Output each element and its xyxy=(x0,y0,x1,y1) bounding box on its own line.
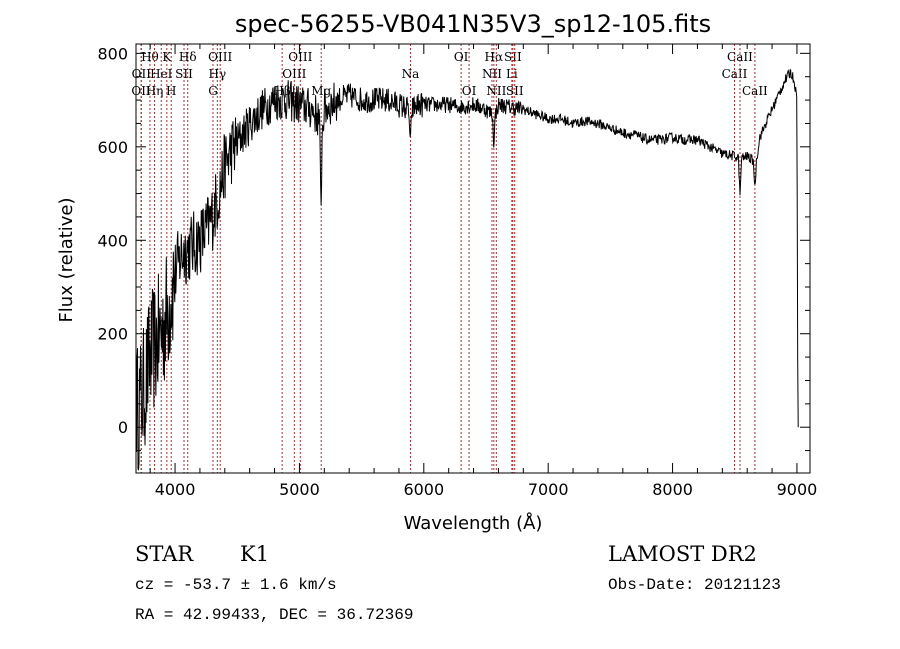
line-label: Li xyxy=(506,67,518,81)
y-tick-label: 800 xyxy=(97,44,128,63)
line-label: NII xyxy=(486,84,506,98)
y-tick-label: 0 xyxy=(118,418,128,437)
plot-frame xyxy=(135,43,811,474)
y-tick-label: 600 xyxy=(97,138,128,157)
spectrum-line xyxy=(136,68,799,471)
line-label: Hδ xyxy=(179,50,197,64)
line-label: Na xyxy=(402,67,420,81)
line-label: SII xyxy=(504,50,522,64)
line-label: G xyxy=(208,84,218,98)
y-tick-label: 400 xyxy=(97,231,128,250)
line-label: CaII xyxy=(742,84,768,98)
x-tick-label: 6000 xyxy=(403,480,444,499)
line-label: K xyxy=(162,50,172,64)
x-tick-label: 7000 xyxy=(528,480,569,499)
ra-dec-text: RA = 42.99433, DEC = 36.72369 xyxy=(135,606,413,624)
x-axis-label: Wavelength (Å) xyxy=(404,512,543,534)
line-label: OI xyxy=(454,50,469,64)
x-tick-label: 4000 xyxy=(155,480,196,499)
line-label: OIII xyxy=(208,50,232,64)
line-markers: OIIOIIHθHηHeIKHSIIHδGHγOIIIHβOIIIOIIIMgN… xyxy=(131,44,768,473)
object-subclass: K1 xyxy=(240,542,269,566)
line-label: OI xyxy=(462,84,477,98)
line-label: Hγ xyxy=(209,67,227,81)
line-label: Hα xyxy=(485,50,504,64)
line-label: Hθ xyxy=(141,50,159,64)
line-label: HeI xyxy=(150,67,173,81)
line-label: H xyxy=(166,84,176,98)
object-class: STAR xyxy=(135,542,194,566)
y-tick-label: 200 xyxy=(97,325,128,344)
line-label: CaII xyxy=(727,50,753,64)
y-axis-label: Flux (relative) xyxy=(56,197,77,322)
obs-date-text: Obs-Date: 20121123 xyxy=(608,576,781,594)
line-label: NII xyxy=(482,67,502,81)
line-label: SII xyxy=(175,67,193,81)
x-tick-label: 5000 xyxy=(279,480,320,499)
line-label: SII xyxy=(506,84,524,98)
x-tick-label: 9000 xyxy=(777,480,818,499)
line-label: OIII xyxy=(288,50,312,64)
line-label: Mg xyxy=(311,84,331,98)
chart-title: spec-56255-VB041N35V3_sp12-105.fits xyxy=(235,10,711,38)
x-tick-label: 8000 xyxy=(652,480,693,499)
axis-ticks: 4000 5000 6000 7000 8000 9000 0 200 400 600 800 xyxy=(97,44,817,499)
survey-name: LAMOST DR2 xyxy=(608,542,757,566)
line-label: OII xyxy=(132,67,152,81)
line-label: Hη xyxy=(146,84,164,98)
line-label: CaII xyxy=(722,67,748,81)
line-label: OIII xyxy=(282,67,306,81)
redshift-text: cz = -53.7 ± 1.6 km/s xyxy=(135,576,337,594)
